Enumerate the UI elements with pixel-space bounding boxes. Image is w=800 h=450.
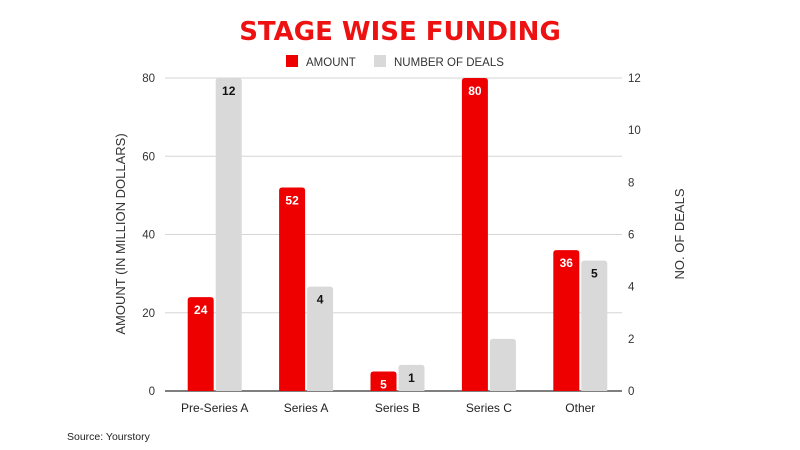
deals-label-1: 4 bbox=[317, 293, 324, 307]
amount-label-4: 36 bbox=[560, 256, 574, 270]
deals-label-2: 1 bbox=[408, 371, 415, 385]
legend-label-0: AMOUNT bbox=[306, 57, 356, 69]
amount-bar-4 bbox=[553, 250, 580, 391]
category-label-0: Pre-Series A bbox=[181, 401, 248, 415]
deals-bar-2 bbox=[398, 364, 425, 391]
legend-swatch-1 bbox=[374, 55, 386, 67]
right-tick-label: 8 bbox=[628, 177, 634, 189]
category-label-1: Series A bbox=[284, 401, 329, 415]
left-axis-ticks: 0 20 40 60 80 bbox=[142, 73, 155, 398]
amount-bar-0 bbox=[187, 297, 214, 391]
legend: AMOUNT NUMBER OF DEALS bbox=[286, 55, 504, 69]
right-tick-label: 10 bbox=[628, 125, 641, 137]
deals-bar-3 bbox=[489, 338, 516, 391]
right-tick-label: 6 bbox=[628, 230, 634, 242]
right-tick-label: 12 bbox=[628, 73, 641, 85]
deals-bar-0 bbox=[215, 78, 242, 391]
left-tick-label: 80 bbox=[142, 73, 155, 85]
amount-bar-3 bbox=[461, 78, 488, 391]
right-axis-ticks: 0 2 4 6 8 10 12 bbox=[628, 73, 641, 398]
amount-label-2: 5 bbox=[380, 377, 387, 391]
left-tick-label: 40 bbox=[142, 230, 155, 242]
deals-bar-1 bbox=[307, 286, 334, 391]
legend-label-1: NUMBER OF DEALS bbox=[394, 57, 504, 69]
left-axis-title: AMOUNT (IN MILLION DOLLARS) bbox=[113, 133, 128, 334]
bars bbox=[187, 78, 608, 391]
category-label-2: Series B bbox=[375, 401, 420, 415]
category-labels: Pre-Series A Series A Series B Series C Othe… bbox=[181, 401, 595, 415]
chart-title: STAGE WISE FUNDING bbox=[239, 17, 561, 47]
amount-label-3: 80 bbox=[468, 84, 482, 98]
amount-bar-2 bbox=[370, 371, 397, 391]
left-tick-label: 0 bbox=[149, 386, 155, 398]
left-tick-label: 60 bbox=[142, 151, 155, 163]
amount-label-0: 24 bbox=[194, 303, 208, 317]
bar-labels: 24 12 52 4 5 1 80 36 5 bbox=[194, 84, 598, 391]
source-note: Source: Yourstory bbox=[67, 431, 151, 443]
deals-bar-4 bbox=[581, 260, 608, 391]
legend-swatch-0 bbox=[286, 55, 298, 67]
right-tick-label: 0 bbox=[628, 386, 634, 398]
category-label-3: Series C bbox=[466, 401, 512, 415]
deals-label-0: 12 bbox=[222, 84, 236, 98]
deals-label-4: 5 bbox=[591, 267, 598, 281]
right-axis-title: NO. OF DEALS bbox=[672, 188, 687, 279]
category-label-4: Other bbox=[565, 401, 595, 415]
left-tick-label: 20 bbox=[142, 308, 155, 320]
right-tick-label: 2 bbox=[628, 334, 634, 346]
amount-label-1: 52 bbox=[285, 194, 299, 208]
amount-bar-1 bbox=[279, 187, 306, 391]
right-tick-label: 4 bbox=[628, 282, 635, 294]
